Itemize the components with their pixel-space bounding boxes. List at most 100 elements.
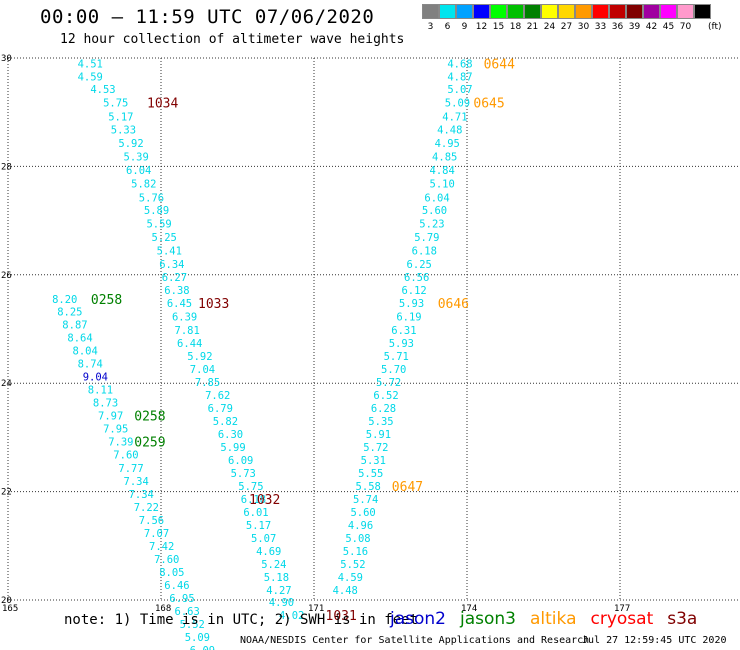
satellite-jason2: jason2 (390, 609, 446, 629)
swh-value-label: 5.79 (414, 232, 439, 244)
legend-item: 3 (422, 4, 439, 32)
swh-value-label: 5.75 (103, 97, 128, 109)
legend-item: 39 (626, 4, 643, 32)
legend-item: 45 (660, 4, 677, 32)
swh-value-label: 6.28 (371, 403, 396, 415)
swh-value-label: 8.11 (88, 385, 113, 397)
swh-value-label: 5.25 (152, 232, 177, 244)
chart-subtitle: 12 hour collection of altimeter wave hei… (60, 32, 405, 47)
y-tick-label: 28 (1, 162, 12, 172)
swh-value-label: 6.56 (404, 272, 429, 284)
swh-value-label: 6.04 (424, 192, 449, 204)
legend-label: 24 (543, 22, 556, 32)
legend-label: 30 (577, 22, 590, 32)
swh-value-label: 5.92 (187, 351, 212, 363)
swh-value-label: 7.39 (108, 437, 133, 449)
legend-swatch (592, 4, 609, 19)
legend-swatch (456, 4, 473, 19)
swh-value-label: 9.04 (83, 372, 108, 384)
swh-value-label: 7.81 (175, 325, 200, 337)
legend-item: 42 (643, 4, 660, 32)
pass-time-label: 0647 (392, 480, 423, 495)
swh-value-label: 5.18 (264, 572, 289, 584)
swh-value-label: 5.07 (447, 84, 472, 96)
legend-label: 15 (492, 22, 505, 32)
y-tick-label: 24 (1, 379, 12, 389)
legend-item: 18 (507, 4, 524, 32)
swh-value-label: 5.71 (384, 351, 409, 363)
satellite-altika: altika (530, 609, 577, 629)
swh-value-label: 4.51 (78, 58, 103, 70)
swh-value-label: 5.41 (157, 245, 182, 257)
legend-item: 30 (575, 4, 592, 32)
pass-time-label: 1031 (326, 609, 357, 624)
legend-item: 9 (456, 4, 473, 32)
swh-value-label: 6.63 (175, 606, 200, 618)
swh-value-label: 5.70 (381, 364, 406, 376)
swh-value-label: 5.07 (251, 533, 276, 545)
y-tick-label: 30 (1, 54, 12, 64)
swh-value-label: 7.07 (144, 528, 169, 540)
swh-value-label: 7.97 (98, 411, 123, 423)
swh-value-label: 5.08 (345, 533, 370, 545)
pass-time-label: 0646 (438, 297, 469, 312)
swh-value-label: 4.48 (333, 585, 358, 597)
swh-value-label: 4.02 (279, 610, 304, 622)
swh-value-label: 7.56 (139, 515, 164, 527)
swh-value-label: 7.42 (149, 541, 174, 553)
y-tick-label: 26 (1, 271, 12, 281)
chart-title: 00:00 – 11:59 UTC 07/06/2020 (40, 6, 375, 28)
swh-value-label: 6.19 (396, 312, 421, 324)
swh-value-label: 5.99 (220, 442, 245, 454)
legend-label: 9 (461, 22, 468, 32)
legend-item (694, 4, 711, 32)
swh-value-label: 6.04 (126, 165, 151, 177)
swh-value-label: 8.05 (159, 567, 184, 579)
swh-value-label: 7.77 (118, 463, 143, 475)
swh-value-label: 6.09 (228, 455, 253, 467)
legend-swatch (507, 4, 524, 19)
swh-value-label: 4.59 (78, 71, 103, 83)
swh-value-label: 7.04 (190, 364, 215, 376)
swh-value-label: 5.93 (389, 338, 414, 350)
legend-label: 27 (560, 22, 573, 32)
legend-swatch (473, 4, 490, 19)
legend-label: 70 (679, 22, 692, 32)
legend-swatch (660, 4, 677, 19)
satellite-legend: jason2 jason3 altika cryosat s3a (390, 609, 711, 629)
pass-time-label: 0258 (91, 293, 122, 308)
swh-value-label: 8.04 (73, 346, 98, 358)
swh-value-label: 4.71 (442, 112, 467, 124)
swh-value-label: 7.85 (195, 377, 220, 389)
swh-value-label: 6.12 (401, 285, 426, 297)
swh-value-label: 5.58 (356, 481, 381, 493)
legend-unit: (ft) (708, 22, 722, 32)
pass-time-label: 0259 (134, 436, 165, 451)
legend-item: 24 (541, 4, 558, 32)
swh-value-label: 6.01 (243, 507, 268, 519)
swh-value-label: 6.27 (162, 272, 187, 284)
pass-time-label: 1034 (147, 96, 178, 111)
generation-timestamp: Jul 27 12:59:45 UTC 2020 (582, 635, 727, 646)
pass-time-label: 1033 (198, 297, 229, 312)
swh-value-label: 7.22 (134, 502, 159, 514)
swh-value-label: 5.60 (422, 205, 447, 217)
legend-label: 39 (628, 22, 641, 32)
legend-label: 3 (427, 22, 434, 32)
swh-value-label: 8.87 (62, 320, 87, 332)
swh-value-label: 5.35 (368, 416, 393, 428)
legend-label: 36 (611, 22, 624, 32)
swh-value-label: 5.72 (376, 377, 401, 389)
swh-value-label: 5.24 (261, 559, 286, 571)
swh-value-label: 5.09 (445, 97, 470, 109)
swh-value-label: 4.90 (269, 597, 294, 609)
swh-value-label: 8.64 (67, 333, 92, 345)
legend-item: 36 (609, 4, 626, 32)
legend-swatch (626, 4, 643, 19)
y-tick-label: 20 (1, 596, 12, 606)
swh-value-label: 6.34 (159, 259, 184, 271)
swh-value-label: 6.25 (407, 259, 432, 271)
legend-item: 33 (592, 4, 609, 32)
legend-label: 21 (526, 22, 539, 32)
legend-swatch (677, 4, 694, 19)
